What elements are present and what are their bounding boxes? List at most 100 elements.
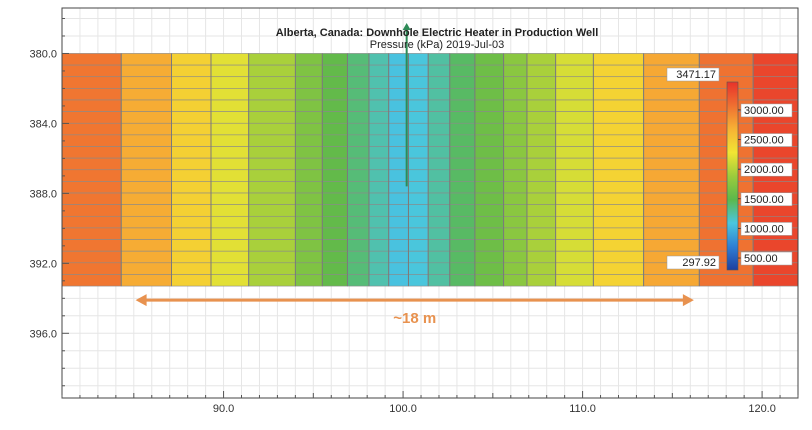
heatmap-cell (449, 99, 476, 112)
heatmap-cell (474, 215, 504, 229)
heatmap-cell (388, 215, 409, 229)
heatmap-cell (171, 134, 212, 147)
heatmap-cell (526, 76, 556, 89)
heatmap-cell (427, 239, 451, 252)
heatmap-cell (555, 274, 594, 287)
heatmap-cell (526, 88, 556, 101)
heatmap-cell (368, 157, 390, 171)
heatmap-cell (347, 53, 370, 66)
heatmap-cell (555, 64, 594, 78)
heatmap-cell (368, 111, 390, 124)
heatmap-cell (61, 192, 122, 205)
heatmap-cell (210, 274, 249, 287)
heatmap-cell (555, 53, 594, 66)
heatmap-cell (503, 204, 528, 217)
heatmap-cell (321, 262, 348, 275)
heatmap-cell (248, 250, 296, 264)
heatmap-cell (347, 88, 370, 101)
heatmap-cell (61, 122, 122, 136)
heatmap-cell (120, 134, 172, 147)
heatmap-cell (427, 64, 451, 78)
heatmap-cell (210, 181, 249, 194)
heatmap-cell (61, 88, 122, 101)
heatmap-cell (427, 53, 451, 66)
heatmap-cell (171, 262, 212, 275)
distance-arrow-left-head (135, 294, 147, 307)
heatmap-cell (321, 64, 348, 78)
heatmap-cell (295, 64, 323, 78)
heatmap-cell (474, 192, 504, 205)
heatmap-cell (210, 157, 249, 171)
heatmap-cell (61, 76, 122, 89)
heatmap-cell (210, 239, 249, 252)
heatmap-cell (593, 250, 644, 264)
heatmap-cell (388, 181, 409, 194)
heatmap-cell (248, 134, 296, 147)
heatmap-cell (643, 122, 700, 136)
heatmap-cell (171, 64, 212, 78)
heatmap-cell (643, 157, 700, 171)
heatmap-cell (449, 157, 476, 171)
heatmap-cell (61, 169, 122, 182)
heatmap-cell (248, 192, 296, 205)
heatmap-cell (408, 274, 429, 287)
colorbar-tick-label: 500.00 (744, 253, 778, 265)
heatmap-cell (210, 250, 249, 264)
heatmap-cell (210, 134, 249, 147)
heatmap-cell (752, 122, 799, 136)
heatmap-cell (295, 157, 323, 171)
heatmap-cell (210, 111, 249, 124)
heatmap-cell (368, 53, 390, 66)
heatmap-cell (61, 239, 122, 252)
heatmap-cell (368, 134, 390, 147)
heatmap-cell (347, 215, 370, 229)
heatmap-cell (347, 169, 370, 182)
colorbar-tick-label: 1500.00 (744, 194, 784, 206)
heatmap-cell (555, 99, 594, 112)
colorbar-tick-label-box (740, 133, 793, 147)
heatmap-cell (120, 88, 172, 101)
heatmap-cell (368, 262, 390, 275)
heatmap-cell (210, 215, 249, 229)
heatmap-cell (408, 122, 429, 136)
heatmap-cell (427, 111, 451, 124)
heatmap-cell (474, 88, 504, 101)
heatmap-cell (210, 76, 249, 89)
heatmap-cell (368, 227, 390, 240)
heatmap-cell (321, 157, 348, 171)
heatmap-cell (593, 76, 644, 89)
heatmap-cell (474, 53, 504, 66)
heatmap-cell (388, 250, 409, 264)
heatmap-cell (248, 122, 296, 136)
heatmap-cell (698, 88, 754, 101)
heatmap-cell (171, 111, 212, 124)
heatmap-cell (321, 169, 348, 182)
heatmap-cell (526, 204, 556, 217)
heatmap-cell (593, 64, 644, 78)
heatmap-cell (295, 192, 323, 205)
heatmap-cell (408, 157, 429, 171)
heatmap-cell (347, 192, 370, 205)
heatmap-cell (449, 134, 476, 147)
heatmap-cell (120, 76, 172, 89)
heatmap-cell (526, 250, 556, 264)
heatmap-cell (427, 250, 451, 264)
heatmap-cell (368, 239, 390, 252)
heatmap-cell (526, 227, 556, 240)
heatmap-cell (347, 204, 370, 217)
heatmap-cell (593, 146, 644, 159)
heatmap-cell (526, 134, 556, 147)
heatmap-cell (643, 192, 700, 205)
chart-title: Alberta, Canada: Downhole Electric Heate… (276, 27, 599, 39)
heatmap-cell (210, 64, 249, 78)
heatmap-cell (643, 239, 700, 252)
x-tick-label: 100.0 (389, 403, 417, 415)
heatmap-cell (593, 122, 644, 136)
heatmap-cell (321, 274, 348, 287)
heatmap-cell (555, 76, 594, 89)
heatmap-cell (368, 274, 390, 287)
heatmap-cell (555, 239, 594, 252)
heatmap-cell (593, 274, 644, 287)
heatmap-cell (474, 274, 504, 287)
